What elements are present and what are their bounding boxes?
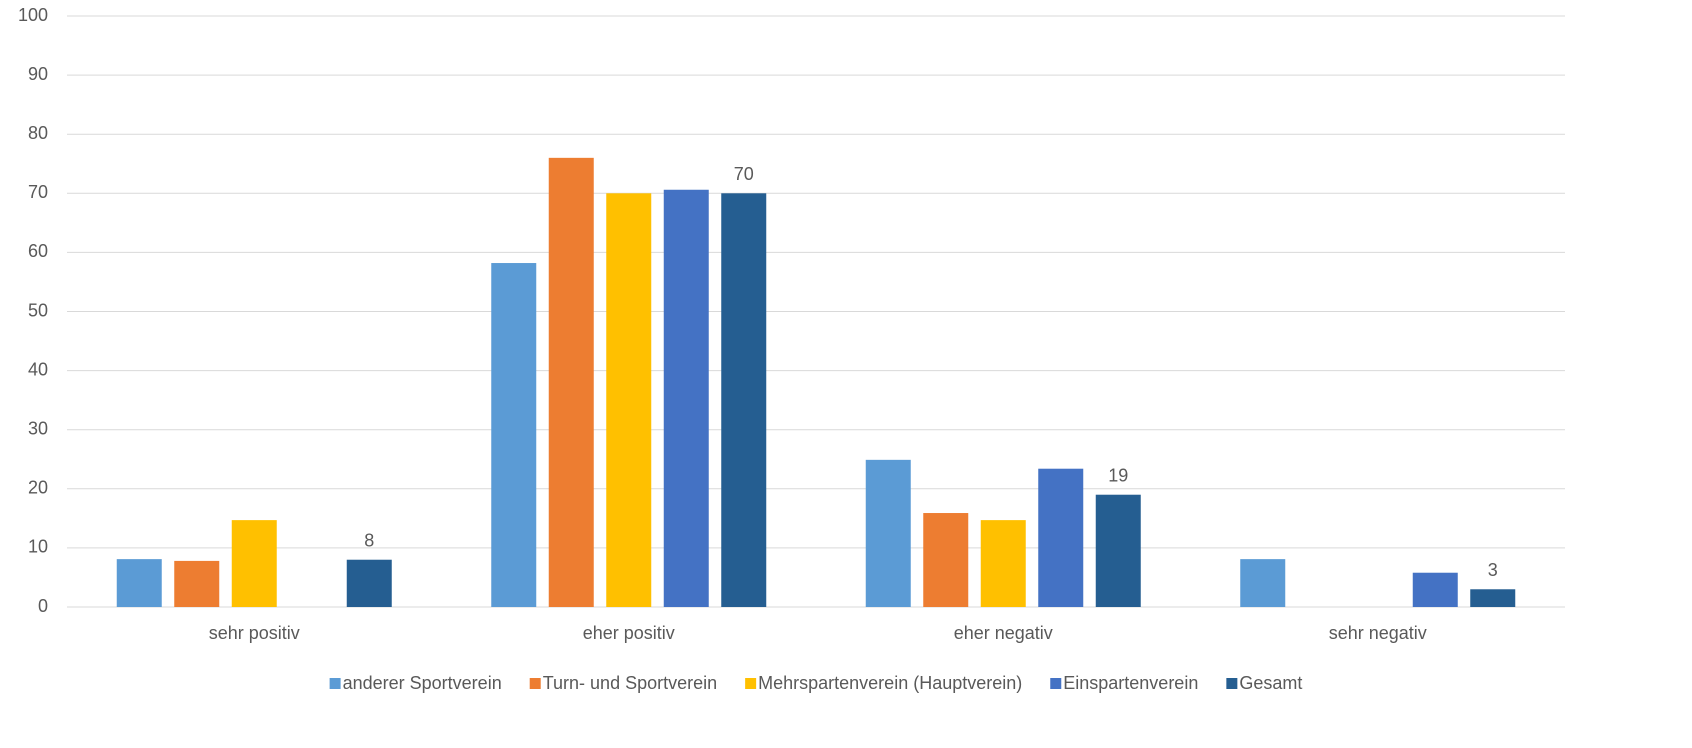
- x-tick-label: eher positiv: [583, 623, 675, 643]
- y-tick-label: 50: [28, 300, 48, 320]
- legend-label: Einspartenverein: [1063, 673, 1198, 693]
- y-tick-label: 10: [28, 537, 48, 557]
- legend-swatch: [529, 678, 541, 689]
- bar: [923, 513, 969, 607]
- bar: [606, 193, 652, 608]
- bar: [346, 559, 392, 607]
- x-tick-label: eher negativ: [954, 623, 1053, 643]
- legend-swatch: [329, 678, 341, 689]
- legend-swatch: [745, 678, 757, 689]
- legend-label: Turn- und Sportverein: [543, 673, 717, 693]
- legend-label: Gesamt: [1239, 673, 1302, 693]
- bar: [491, 263, 537, 607]
- bar: [721, 193, 767, 608]
- bar: [174, 560, 220, 607]
- data-label: 8: [364, 530, 374, 550]
- bar: [865, 459, 911, 607]
- bar: [116, 559, 162, 607]
- y-tick-label: 30: [28, 418, 48, 438]
- data-label: 19: [1108, 465, 1128, 485]
- y-tick-label: 70: [28, 182, 48, 202]
- legend-swatch: [1226, 678, 1238, 689]
- bar: [1470, 589, 1516, 607]
- data-label: 70: [734, 164, 754, 184]
- bar: [231, 520, 277, 607]
- y-tick-label: 60: [28, 241, 48, 261]
- x-tick-label: sehr positiv: [209, 623, 300, 643]
- y-tick-label: 0: [38, 596, 48, 616]
- bar: [663, 189, 709, 607]
- legend-label: anderer Sportverein: [343, 673, 502, 693]
- bar: [1412, 572, 1458, 607]
- y-tick-label: 20: [28, 478, 48, 498]
- bar: [980, 520, 1026, 607]
- bar: [548, 157, 594, 607]
- legend-swatch: [1050, 678, 1062, 689]
- x-tick-label: sehr negativ: [1329, 623, 1427, 643]
- y-tick-label: 90: [28, 64, 48, 84]
- y-tick-label: 80: [28, 123, 48, 143]
- legend-label: Mehrspartenverein (Hauptverein): [758, 673, 1022, 693]
- bar: [1038, 468, 1084, 607]
- bar: [1095, 494, 1141, 607]
- y-tick-label: 40: [28, 359, 48, 379]
- bar: [1240, 559, 1286, 607]
- data-label: 3: [1488, 560, 1498, 580]
- y-tick-label: 100: [18, 5, 48, 25]
